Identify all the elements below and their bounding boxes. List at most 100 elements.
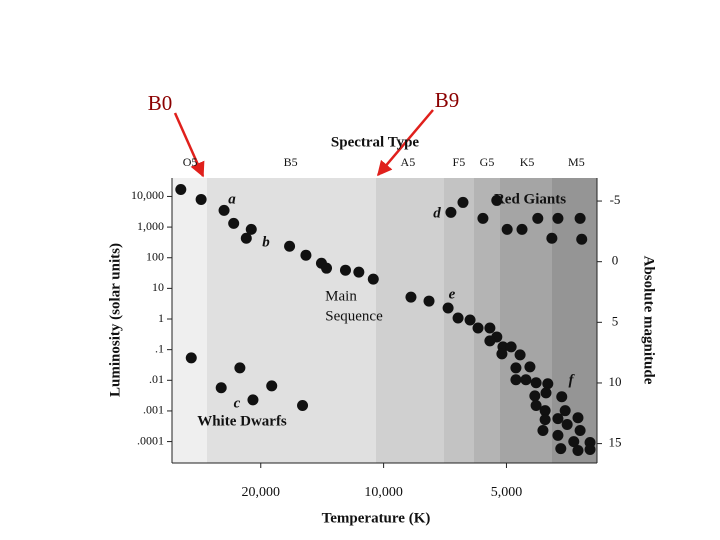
star-point	[529, 390, 541, 402]
y2-axis-label: Absolute magnitude	[641, 256, 657, 385]
star-point	[452, 312, 464, 324]
annotation: Main	[325, 288, 357, 304]
annotation: f	[569, 372, 576, 388]
y-axis-label: Luminosity (solar units)	[107, 243, 123, 397]
spectral-bands	[172, 178, 597, 463]
y-tick-label: 1	[158, 311, 164, 325]
annotation: c	[234, 395, 241, 411]
star-point	[484, 335, 496, 347]
star-point	[568, 436, 580, 448]
spectral-tick-label: O5	[183, 155, 198, 169]
star-point	[555, 443, 567, 455]
band	[172, 178, 207, 463]
spectral-tick-label: F5	[453, 155, 466, 169]
star-point	[472, 322, 484, 334]
star-point	[572, 445, 584, 457]
star-point	[339, 264, 351, 276]
star-point	[195, 193, 207, 205]
star-point	[445, 206, 457, 218]
spectral-tick-label: K5	[520, 155, 535, 169]
star-point	[215, 382, 227, 394]
star-point	[584, 444, 596, 456]
star-point	[491, 194, 503, 206]
star-point	[321, 262, 333, 274]
star-point	[247, 394, 259, 406]
star-point	[496, 348, 508, 360]
star-point	[245, 223, 257, 235]
callout: B0	[148, 91, 173, 115]
y-tick-label: .1	[155, 341, 164, 355]
star-point	[367, 273, 379, 285]
star-point	[542, 378, 554, 390]
star-point	[353, 266, 365, 278]
annotation: a	[228, 191, 236, 207]
star-point	[520, 374, 532, 386]
y-tick-label: .0001	[137, 433, 164, 447]
star-point	[532, 212, 544, 224]
star-point	[423, 295, 435, 307]
x-tick-label: 10,000	[364, 485, 403, 500]
y-tick-label: .001	[143, 403, 164, 417]
star-point	[505, 341, 517, 353]
spectral-tick-label: G5	[480, 155, 495, 169]
star-point	[284, 240, 296, 252]
annotation: Sequence	[325, 308, 383, 324]
band	[376, 178, 444, 463]
star-point	[234, 362, 246, 374]
star-point	[574, 212, 586, 224]
star-point	[218, 204, 230, 216]
star-point	[240, 232, 252, 244]
x-tick-label: 5,000	[491, 485, 523, 500]
y-tick-label: 100	[146, 249, 164, 263]
star-point	[530, 400, 542, 412]
y2-tick-label: 5	[612, 313, 619, 328]
x-tick-label: 20,000	[242, 485, 281, 500]
band	[474, 178, 500, 463]
annotation: b	[262, 234, 270, 250]
star-point	[514, 349, 526, 361]
annotation: e	[449, 286, 456, 302]
star-point	[572, 412, 584, 424]
star-point	[552, 212, 564, 224]
star-point	[266, 380, 278, 392]
y-tick-label: 10,000	[131, 188, 164, 202]
star-point	[552, 413, 564, 425]
star-point	[559, 405, 571, 417]
callout: B9	[435, 88, 460, 112]
y2-tick-label: 10	[609, 374, 622, 389]
star-point	[300, 249, 312, 261]
star-point	[405, 291, 417, 303]
star-point	[539, 405, 551, 417]
y-tick-label: 1,000	[137, 219, 164, 233]
star-point	[546, 232, 558, 244]
arrow	[377, 109, 434, 177]
star-point	[464, 314, 476, 326]
star-point	[537, 424, 549, 436]
y-tick-label: 10	[152, 280, 164, 294]
star-point	[228, 217, 240, 229]
annotation: White Dwarfs	[197, 413, 287, 429]
y2-tick-label: 0	[612, 253, 619, 268]
arrow	[173, 112, 205, 178]
star-point	[540, 387, 552, 399]
star-point	[484, 322, 496, 334]
annotation: Red Giants	[494, 191, 566, 207]
spectral-tick-label: B5	[284, 155, 298, 169]
star-point	[501, 223, 513, 235]
star-point	[556, 391, 568, 403]
star-point	[510, 374, 522, 386]
y2-tick-label: 15	[609, 435, 622, 450]
star-point	[185, 352, 197, 364]
star-point	[552, 429, 564, 441]
star-point	[539, 414, 551, 426]
y-tick-label: .01	[149, 372, 164, 386]
x-axis-label: Temperature (K)	[322, 510, 431, 526]
star-point	[510, 362, 522, 374]
star-point	[442, 302, 454, 314]
star-point	[175, 183, 187, 195]
star-point	[574, 424, 586, 436]
star-point	[530, 377, 542, 389]
star-point	[297, 400, 309, 412]
star-point	[561, 419, 573, 431]
